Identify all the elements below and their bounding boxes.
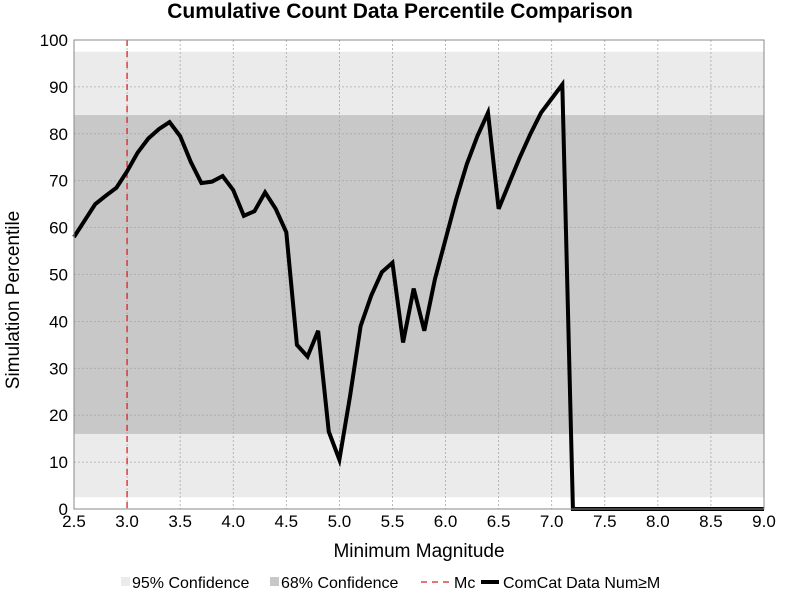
x-tick-label: 4.0	[221, 512, 245, 531]
x-tick-label: 2.5	[62, 512, 86, 531]
y-tick-label: 10	[49, 453, 68, 472]
y-tick-label: 70	[49, 172, 68, 191]
legend-swatch	[121, 577, 130, 586]
x-tick-label: 4.5	[274, 512, 298, 531]
x-tick-label: 7.0	[540, 512, 564, 531]
x-axis-title: Minimum Magnitude	[333, 541, 504, 562]
plot-area	[72, 39, 765, 511]
y-tick-label: 60	[49, 219, 68, 238]
legend-label: ComCat Data Num≥M	[503, 575, 660, 592]
x-tick-label: 6.5	[487, 512, 511, 531]
legend-item: Mc	[421, 575, 475, 592]
legend: 95% Confidence 68% Confidence Mc ComCat Dat…	[121, 575, 660, 592]
y-tick-label: 40	[49, 312, 68, 331]
y-tick-label: 50	[49, 266, 68, 285]
chart-title: Cumulative Count Data Percentile Compari…	[167, 0, 633, 23]
legend-label: Mc	[454, 575, 475, 592]
x-tick-label: 8.0	[646, 512, 670, 531]
legend-item: 95% Confidence	[121, 575, 250, 592]
y-tick-label: 100	[40, 31, 68, 50]
legend-label: 68% Confidence	[281, 575, 399, 592]
y-axis-ticks: 0 10 20 30 40 50 60 70 80 90 100	[40, 31, 68, 519]
x-tick-label: 7.5	[593, 512, 617, 531]
legend-label: 95% Confidence	[132, 575, 250, 592]
x-tick-label: 5.0	[328, 512, 352, 531]
x-tick-label: 5.5	[381, 512, 405, 531]
x-tick-label: 9.0	[752, 512, 776, 531]
plot-frame	[73, 39, 765, 510]
x-axis-ticks: 2.5 3.0 3.5 4.0 4.5 5.0 5.5 6.0 6.5 7.0 7.5 8.0 8.5 9…	[62, 512, 776, 531]
x-tick-label: 3.0	[115, 512, 139, 531]
legend-item: 68% Confidence	[270, 575, 399, 592]
legend-item: ComCat Data Num≥M	[481, 575, 660, 592]
y-tick-label: 90	[49, 78, 68, 97]
y-tick-label: 20	[49, 406, 68, 425]
y-tick-label: 0	[59, 500, 68, 519]
x-tick-label: 6.0	[434, 512, 458, 531]
y-tick-label: 30	[49, 359, 68, 378]
legend-swatch	[270, 577, 279, 586]
y-tick-label: 80	[49, 125, 68, 144]
y-axis-title: Simulation Percentile	[3, 211, 24, 389]
x-tick-label: 8.5	[699, 512, 723, 531]
x-tick-label: 3.5	[168, 512, 192, 531]
